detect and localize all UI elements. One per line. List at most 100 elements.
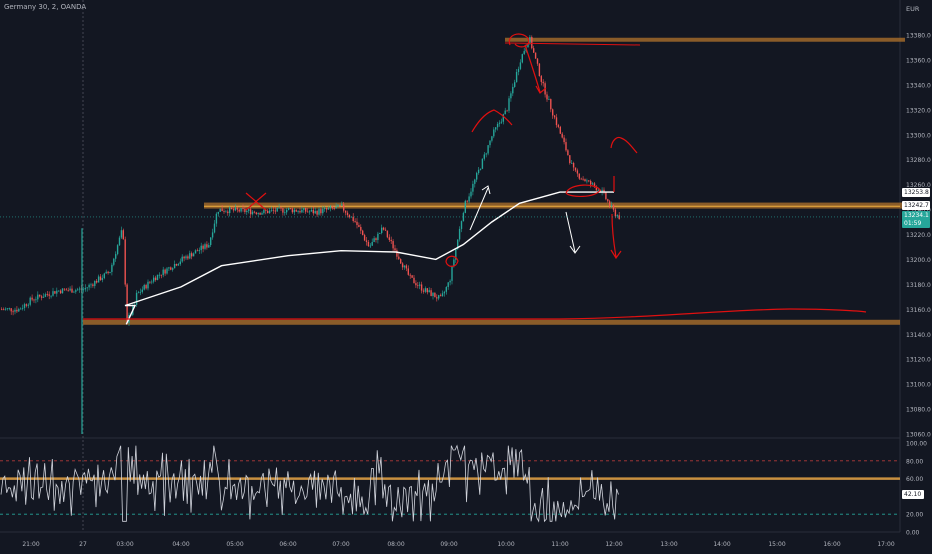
candle-body [280,207,282,209]
candle-body [529,36,531,44]
candle-body [333,208,335,209]
candle-body [177,264,180,266]
candle-body [409,274,411,276]
candle-body [289,208,292,209]
candle-body [225,211,227,213]
candle-body [39,294,41,297]
candle-body [335,206,337,209]
time-tick-label: 12:00 [605,541,622,548]
top-red-line [504,42,641,46]
oscillator-value-label: 42.10 [902,490,924,499]
candle-body [398,256,400,260]
candle-body [432,292,434,296]
candle-body [147,281,149,289]
candle-body [50,295,52,297]
candle-body [82,289,85,291]
candle-body [339,204,341,206]
time-tick-label: 21:00 [22,541,39,548]
candle-body [18,308,20,312]
candle-body [386,230,389,238]
candle-body [565,142,567,151]
candle-body [172,268,174,270]
candle-body [322,208,324,214]
candle-body [428,290,430,293]
candle-body [609,201,611,206]
candle-body [561,133,563,138]
candle-body [464,200,466,213]
candle-body [156,274,159,280]
candle-body [101,278,104,281]
candle-body [508,98,510,111]
candle-body [531,36,533,49]
red-down-arrow-drawing [610,176,622,260]
candle-body [299,211,301,213]
candle-body [25,304,28,306]
candle-body [337,204,339,207]
candle-body [540,76,542,82]
candle-body [308,211,311,213]
candle-body [179,261,181,265]
candle-body [160,274,162,276]
candle-body [242,208,244,209]
candle-body [67,290,69,292]
candle-body [381,227,383,233]
zone-line-price-label: 13242.7 [902,201,930,210]
candle-body [329,206,332,209]
candle-body [113,258,115,265]
candle-body [12,311,14,313]
candle-body [96,280,98,283]
candle-body [445,287,447,292]
candle-body [348,214,351,218]
candle-body [2,309,5,311]
candle-body [519,62,522,69]
candle-body [593,183,596,187]
candle-body [272,209,275,211]
candle-body [111,264,113,272]
candle-body [496,123,499,128]
candle-body [477,169,480,174]
resistance-zone-band [505,37,905,42]
top-circle-drawing [508,33,530,48]
candle-body [257,212,259,214]
price-tick-label: 13320.0 [906,107,931,114]
candle-body [597,189,599,191]
candle-body [240,208,242,212]
moving-average-line [124,191,614,325]
candle-body [341,204,343,206]
mid-zone-band [204,202,904,209]
time-tick-label: 27 [79,541,87,548]
candle-body [542,81,544,84]
candle-body [246,210,248,213]
candle-body [590,180,592,185]
candle-body [145,285,147,289]
candle-body [375,238,377,240]
candle-body [31,297,33,300]
candle-body [6,308,9,310]
candle-body [202,245,204,249]
time-tick-label: 17:00 [877,541,894,548]
candle-body [382,227,385,230]
candle-body [305,208,307,212]
candle-body [314,210,316,214]
oscillator-line [0,444,619,523]
symbol-title[interactable]: Germany 30, 2, OANDA [4,3,87,11]
candle-body [54,291,56,294]
candle-body [512,86,514,94]
time-tick-label: 14:00 [713,541,730,548]
candle-body [46,294,48,296]
candle-body [407,268,409,275]
candle-body [553,115,556,118]
candle-body [495,127,497,130]
candle-body [78,288,81,290]
candle-body [533,48,535,53]
bar-countdown-label: 01:59 [902,219,930,228]
circle-drawing [565,184,601,197]
candle-body [536,58,539,64]
candle-body [196,250,199,252]
price-tick-label: 13300.0 [906,132,931,139]
candle-body [297,211,299,212]
candle-body [447,282,449,288]
arc-drawing [471,109,513,133]
